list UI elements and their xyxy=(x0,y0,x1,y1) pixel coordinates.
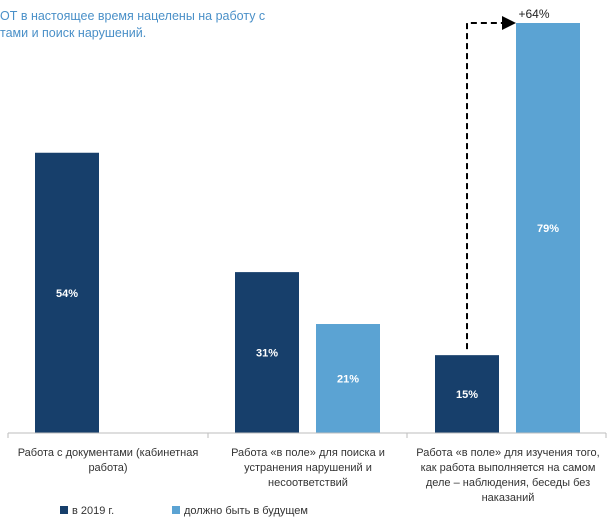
category-label-2-line-3: наказаний xyxy=(482,492,535,504)
bar-series-0-category-0 xyxy=(35,152,99,434)
legend-swatch-series-1 xyxy=(172,506,180,514)
category-label-0-line-0: Работа с документами (кабинетная xyxy=(18,447,199,459)
category-label-2-line-2: деле – наблюдения, беседы без xyxy=(426,477,590,489)
bar-label-series-1-category-2: 79% xyxy=(537,223,559,235)
legend-label-series-0: в 2019 г. xyxy=(72,505,114,517)
category-labels-layer: Работа с документами (кабинетная работа) Р… xyxy=(18,447,600,504)
chart-title-line-1: ОТ в настоящее время нацелены на работу … xyxy=(0,9,265,23)
change-annotation-text: +64% xyxy=(518,7,549,21)
bar-series-1-category-1 xyxy=(316,324,380,433)
bars-layer xyxy=(35,23,580,434)
bar-series-0-category-2 xyxy=(435,355,499,433)
category-label-1-line-2: несоответствий xyxy=(268,477,348,489)
bar-label-series-0-category-0: 54% xyxy=(56,288,78,300)
legend-swatch-series-0 xyxy=(60,506,68,514)
bar-labels-layer: 54% 31% 15% 21% 79% xyxy=(56,223,559,401)
category-label-2-line-0: Работа «в поле» для изучения того, xyxy=(416,447,599,459)
change-annotation: +64% xyxy=(466,7,550,350)
change-arrow xyxy=(466,16,516,350)
legend-label-series-1: должно быть в будущем xyxy=(184,505,308,517)
chart-title-line-2: тами и поиск нарушений. xyxy=(0,26,146,40)
bar-label-series-1-category-1: 21% xyxy=(337,374,359,386)
category-label-1-line-1: устранения нарушений и xyxy=(244,462,372,474)
category-label-0-line-1: работа) xyxy=(88,462,127,474)
bar-series-1-category-2 xyxy=(516,23,580,433)
bar-label-series-0-category-1: 31% xyxy=(256,348,278,360)
category-label-1-line-0: Работа «в поле» для поиска и xyxy=(231,447,385,459)
legend: в 2019 г. должно быть в будущем xyxy=(60,505,308,517)
bar-series-0-category-1 xyxy=(235,272,299,433)
category-label-2-line-1: как работа выполняется на самом xyxy=(421,462,596,474)
bar-label-series-0-category-2: 15% xyxy=(456,389,478,401)
